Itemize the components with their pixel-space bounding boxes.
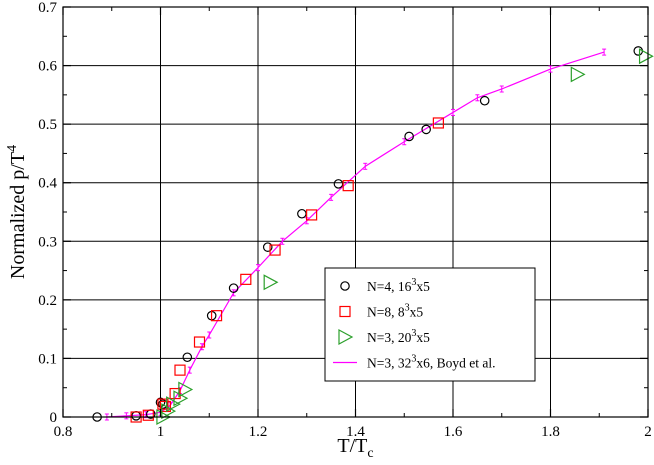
legend-label-n3: N=3, 203x5: [367, 328, 430, 345]
legend-label-boyd: N=3, 323x6, Boyd et al.: [367, 354, 496, 371]
series-markers: [92, 46, 654, 426]
point-n8: [169, 387, 181, 400]
legend-box: [324, 267, 536, 382]
point-n8: [210, 310, 223, 322]
axis-tick-labels: 0.8 1 1.2 1.4 1.6 1.8 2 0 0.1 0.2 0.3 0.4 0.5 0.6 0.7: [38, 0, 652, 440]
point-n4: [297, 208, 307, 219]
point-n3: [263, 274, 279, 291]
point-n3: [166, 396, 181, 413]
x-tick-label: 1.6: [444, 424, 463, 440]
point-n3: [638, 48, 654, 65]
point-n8: [306, 209, 318, 221]
point-n8: [142, 409, 154, 421]
x-tick-label: 1.2: [249, 424, 268, 440]
legend-swatch-n4: [340, 281, 350, 291]
y-tick-label: 0: [50, 410, 58, 426]
legend-swatch-n8: [339, 305, 351, 318]
point-n4: [633, 46, 644, 56]
legend-swatch-n3: [338, 328, 354, 346]
point-n4: [262, 242, 273, 252]
y-tick-label: 0.6: [38, 59, 57, 75]
point-n3: [570, 66, 586, 83]
point-n8: [432, 117, 444, 129]
x-axis-label: T/Tc: [337, 435, 373, 461]
point-n4: [479, 95, 490, 106]
point-n8: [269, 244, 281, 256]
point-n4: [421, 124, 431, 135]
point-n3: [161, 403, 177, 420]
legend-label-n4: N=4, 163x5: [367, 277, 430, 294]
x-tick-label: 0.8: [54, 424, 73, 440]
legend: N=4, 163x5 N=8, 83x5 N=3, 203x5 N=3, 323x6,…: [324, 267, 536, 382]
point-n8: [240, 273, 252, 285]
legend-label-n8: N=8, 83x5: [367, 303, 423, 320]
point-n8: [159, 400, 171, 413]
point-n4: [182, 352, 193, 363]
y-tick-label: 0.4: [38, 176, 57, 192]
x-tick-label: 1: [157, 424, 165, 440]
point-n8: [174, 364, 186, 376]
axis-ticks: [62, 6, 649, 418]
x-tick-label: 1.8: [541, 424, 560, 440]
point-n8: [157, 398, 169, 410]
y-tick-label: 0.5: [38, 117, 57, 133]
x-tick-label: 2: [644, 424, 652, 440]
y-tick-label: 0.2: [38, 293, 57, 309]
point-n8: [342, 180, 354, 192]
point-n3: [173, 390, 189, 407]
point-n4: [404, 131, 414, 142]
y-tick-label: 0.3: [38, 234, 57, 250]
y-axis-label: Normalized p/T4: [5, 145, 29, 279]
point-n3: [178, 381, 194, 398]
x-tick-label: 1.4: [346, 424, 365, 440]
point-n8: [193, 336, 206, 348]
y-tick-label: 0.1: [38, 351, 57, 367]
point-n4: [228, 283, 239, 293]
y-tick-label: 0.7: [38, 0, 57, 16]
point-n4: [333, 179, 344, 189]
